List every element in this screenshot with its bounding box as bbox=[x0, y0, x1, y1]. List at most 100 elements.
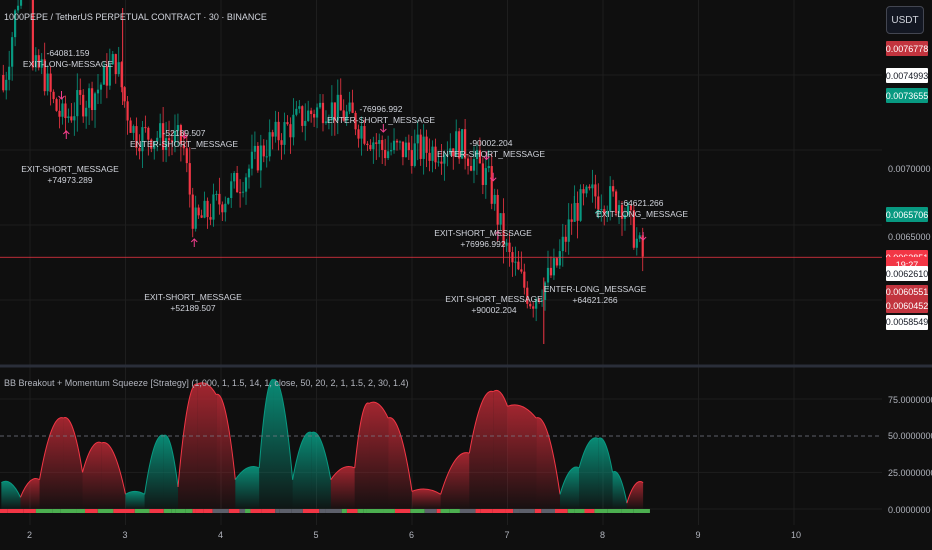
momentum-segment bbox=[507, 404, 537, 509]
state-segment bbox=[163, 509, 172, 513]
candle-body bbox=[614, 191, 618, 214]
annotation-line: -64621.266 bbox=[620, 198, 664, 208]
candle-body bbox=[372, 142, 375, 150]
state-segment bbox=[245, 509, 251, 513]
price-badge: 0.0076778 bbox=[886, 41, 928, 57]
candle-body bbox=[280, 140, 283, 145]
time-tick: 2 bbox=[27, 530, 33, 540]
momentum-segment bbox=[82, 442, 102, 509]
candle-body bbox=[638, 235, 641, 239]
momentum-segment bbox=[598, 437, 613, 509]
candle-body bbox=[150, 139, 153, 149]
time-tick: 7 bbox=[504, 530, 510, 540]
candle-body bbox=[582, 189, 585, 194]
trade-annotation: -76996.992 ENTER-SHORT_MESSAGE bbox=[327, 104, 435, 126]
signal-arrow-head bbox=[489, 177, 497, 182]
candle-body bbox=[159, 123, 162, 138]
candle-body bbox=[543, 282, 547, 300]
state-segment bbox=[440, 509, 450, 513]
candle-body bbox=[318, 102, 322, 108]
candle-body bbox=[425, 136, 428, 153]
momentum-segment bbox=[560, 467, 580, 509]
candle-body bbox=[241, 191, 245, 193]
candle-body bbox=[16, 5, 20, 11]
momentum-line bbox=[468, 390, 494, 454]
momentum-segment bbox=[536, 417, 561, 509]
candle-body bbox=[253, 145, 257, 152]
candle-body bbox=[496, 194, 499, 225]
candle-body bbox=[389, 150, 393, 152]
candle-body bbox=[410, 150, 413, 166]
momentum-segment bbox=[292, 432, 312, 509]
indicator-tick: 75.0000000 bbox=[888, 395, 932, 405]
state-segment bbox=[480, 509, 493, 513]
candle-body bbox=[532, 306, 535, 309]
state-segment bbox=[185, 509, 193, 513]
candle-body bbox=[339, 94, 342, 111]
annotation-line: EXIT-SHORT_MESSAGE bbox=[445, 294, 543, 304]
momentum-segment bbox=[612, 471, 627, 509]
time-tick: 8 bbox=[600, 530, 606, 540]
candle-body bbox=[434, 146, 437, 163]
candle-body bbox=[526, 287, 529, 304]
annotation-line: EXIT-SHORT_MESSAGE bbox=[434, 228, 532, 238]
momentum-segment bbox=[273, 379, 293, 509]
candle-body bbox=[170, 140, 174, 143]
momentum-line bbox=[144, 434, 164, 495]
price-tick: 0.0070000 bbox=[888, 164, 931, 174]
momentum-line bbox=[82, 441, 102, 473]
momentum-segment bbox=[354, 402, 370, 509]
candle-body bbox=[546, 267, 550, 283]
annotation-line: ENTER-LONG_MESSAGE bbox=[543, 284, 647, 294]
candle-body bbox=[384, 149, 387, 159]
momentum-segment bbox=[469, 391, 494, 509]
momentum-segment bbox=[440, 452, 470, 509]
momentum-line bbox=[311, 431, 332, 480]
candle-body bbox=[440, 161, 443, 164]
candle-body bbox=[579, 189, 582, 221]
state-segment bbox=[325, 509, 342, 513]
state-segment bbox=[239, 509, 246, 513]
annotation-line: +90002.204 bbox=[471, 305, 517, 315]
state-segment bbox=[633, 509, 650, 513]
candle-body bbox=[244, 177, 248, 192]
indicator-title[interactable]: BB Breakout + Momentum Squeeze [Strategy… bbox=[4, 378, 409, 388]
candle-body bbox=[357, 129, 360, 139]
state-segment bbox=[35, 509, 53, 513]
currency-button[interactable]: USDT bbox=[886, 6, 924, 34]
candle-body bbox=[387, 151, 390, 159]
momentum-line bbox=[626, 481, 644, 504]
state-segment bbox=[7, 509, 24, 513]
candle-body bbox=[431, 146, 434, 161]
candle-body bbox=[313, 114, 316, 118]
trade-annotation: EXIT-SHORT_MESSAGE +76996.992 bbox=[434, 228, 532, 250]
state-segment bbox=[279, 509, 292, 513]
state-segment bbox=[192, 509, 196, 513]
state-segment bbox=[261, 509, 276, 513]
state-segment bbox=[134, 509, 150, 513]
state-segment bbox=[52, 509, 61, 513]
candle-body bbox=[247, 168, 251, 178]
signal-arrow-head bbox=[62, 130, 70, 135]
candle-body bbox=[475, 150, 479, 160]
momentum-line bbox=[177, 383, 198, 488]
candle-body bbox=[120, 62, 123, 88]
momentum-line bbox=[559, 466, 580, 495]
candle-body bbox=[5, 79, 8, 91]
symbol-title[interactable]: 1000PEPE / TetherUS PERPETUAL CONTRACT ·… bbox=[4, 12, 267, 22]
momentum-segment bbox=[626, 481, 644, 509]
candle-body bbox=[117, 62, 120, 75]
candle-body bbox=[182, 143, 185, 149]
state-segment bbox=[607, 509, 622, 513]
signal-arrow-head bbox=[639, 236, 647, 241]
momentum-segment bbox=[63, 417, 83, 509]
candle-body bbox=[292, 114, 295, 138]
momentum-segment bbox=[493, 390, 508, 509]
momentum-line bbox=[368, 401, 389, 419]
state-segment bbox=[203, 509, 213, 513]
candle-body bbox=[463, 129, 467, 159]
candle-body bbox=[469, 165, 473, 171]
candle-body bbox=[194, 207, 197, 229]
momentum-line bbox=[535, 417, 561, 495]
